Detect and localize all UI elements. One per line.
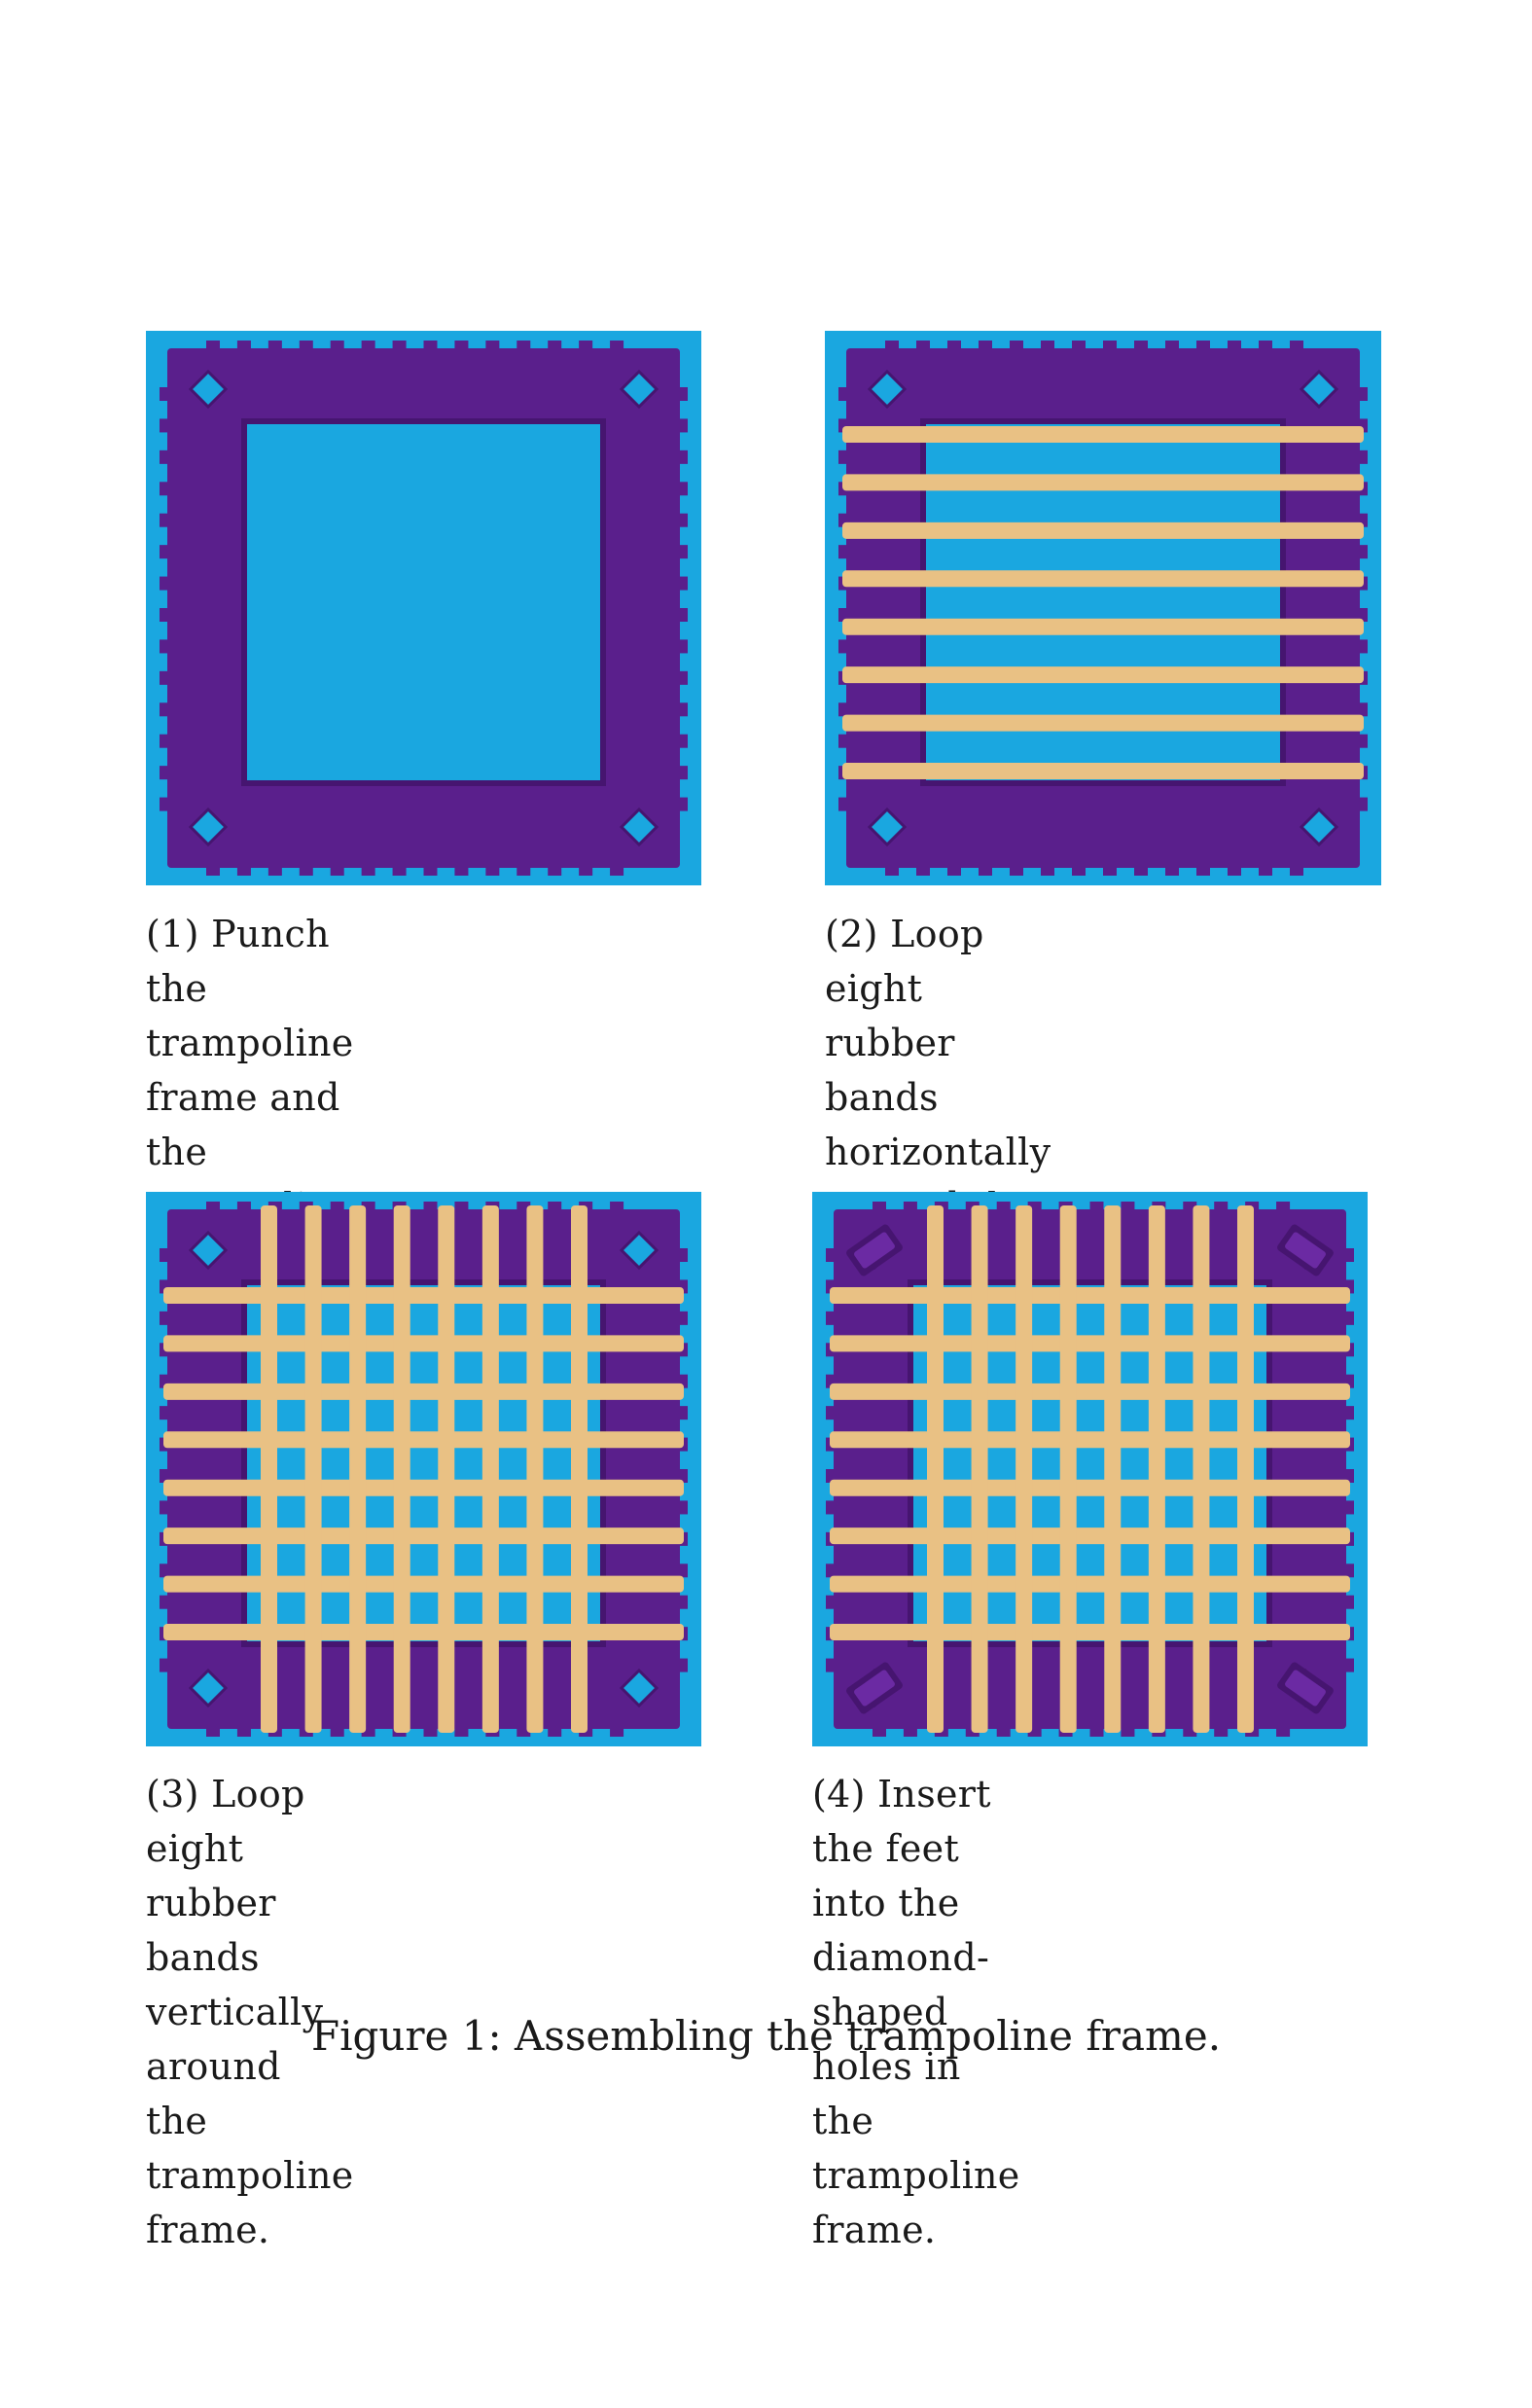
rubber-band-h-4 [830,1431,1350,1449]
rubber-band-h-7 [163,1575,684,1593]
photo-step-4 [812,1192,1368,1746]
rubber-band-h-5 [163,1479,684,1496]
rubber-band-h-6 [842,666,1364,684]
rubber-band-h-3 [163,1383,684,1400]
rubber-band-h-6 [163,1527,684,1545]
rubber-band-h-5 [842,618,1364,635]
photo-step-2 [825,331,1381,885]
rubber-band-v-7 [526,1205,544,1733]
rubber-band-v-6 [481,1205,499,1733]
rubber-band-h-2 [163,1335,684,1352]
rubber-band-h-1 [842,426,1364,443]
rubber-band-v-8 [571,1205,588,1733]
trampoline-foot-3 [846,1662,903,1714]
rubber-band-v-2 [304,1205,322,1733]
diamond-hole-1 [188,369,229,410]
rubber-band-v-5 [438,1205,455,1733]
rubber-band-v-1 [261,1205,277,1733]
rubber-band-h-1 [830,1287,1350,1304]
frame-opening [247,424,600,780]
diamond-hole-4 [619,1668,659,1708]
rubber-band-v-5 [1104,1205,1122,1733]
rubber-band-h-6 [830,1527,1350,1545]
rubber-band-h-7 [830,1575,1350,1593]
rubber-band-v-4 [1059,1205,1077,1733]
diamond-hole-4 [1299,807,1339,847]
rubber-band-v-3 [349,1205,367,1733]
rubber-band-v-2 [971,1205,988,1733]
diamond-hole-4 [619,807,659,847]
caption-step-4: (4) Insert the feet into the diamond-sha… [812,1773,1020,2251]
rubber-band-v-4 [393,1205,410,1733]
trampoline-foot-4 [1277,1662,1334,1714]
rubber-band-h-7 [842,714,1364,732]
figure-caption: Figure 1: Assembling the trampoline fram… [310,2012,1222,2060]
photo-step-3 [146,1192,701,1746]
trampoline-foot-1 [846,1224,903,1276]
rubber-band-h-5 [830,1479,1350,1496]
rubber-band-h-4 [842,570,1364,588]
diamond-hole-2 [619,1230,659,1271]
rubber-band-h-3 [842,521,1364,539]
frame-teeth [160,341,688,876]
rubber-band-h-3 [830,1383,1350,1400]
rubber-band-h-1 [163,1287,684,1304]
photo-step-1 [146,331,701,885]
rubber-band-v-8 [1237,1205,1254,1733]
rubber-band-h-8 [163,1624,684,1640]
diamond-hole-2 [619,369,659,410]
diamond-hole-3 [867,807,908,847]
diamond-hole-2 [1299,369,1339,410]
rubber-band-h-8 [830,1624,1350,1640]
diamond-hole-3 [188,807,229,847]
diamond-hole-1 [867,369,908,410]
rubber-band-v-1 [927,1205,944,1733]
caption-step-3: (3) Loop eight rubber bands vertically a… [146,1773,354,2251]
diamond-hole-1 [188,1230,229,1271]
rubber-band-h-4 [163,1431,684,1449]
rubber-band-h-2 [842,474,1364,491]
trampoline-foot-2 [1277,1224,1334,1276]
rubber-band-v-6 [1148,1205,1165,1733]
diamond-hole-3 [188,1668,229,1708]
rubber-band-v-7 [1193,1205,1210,1733]
rubber-band-h-8 [842,763,1364,779]
rubber-band-v-3 [1015,1205,1033,1733]
rubber-band-h-2 [830,1335,1350,1352]
